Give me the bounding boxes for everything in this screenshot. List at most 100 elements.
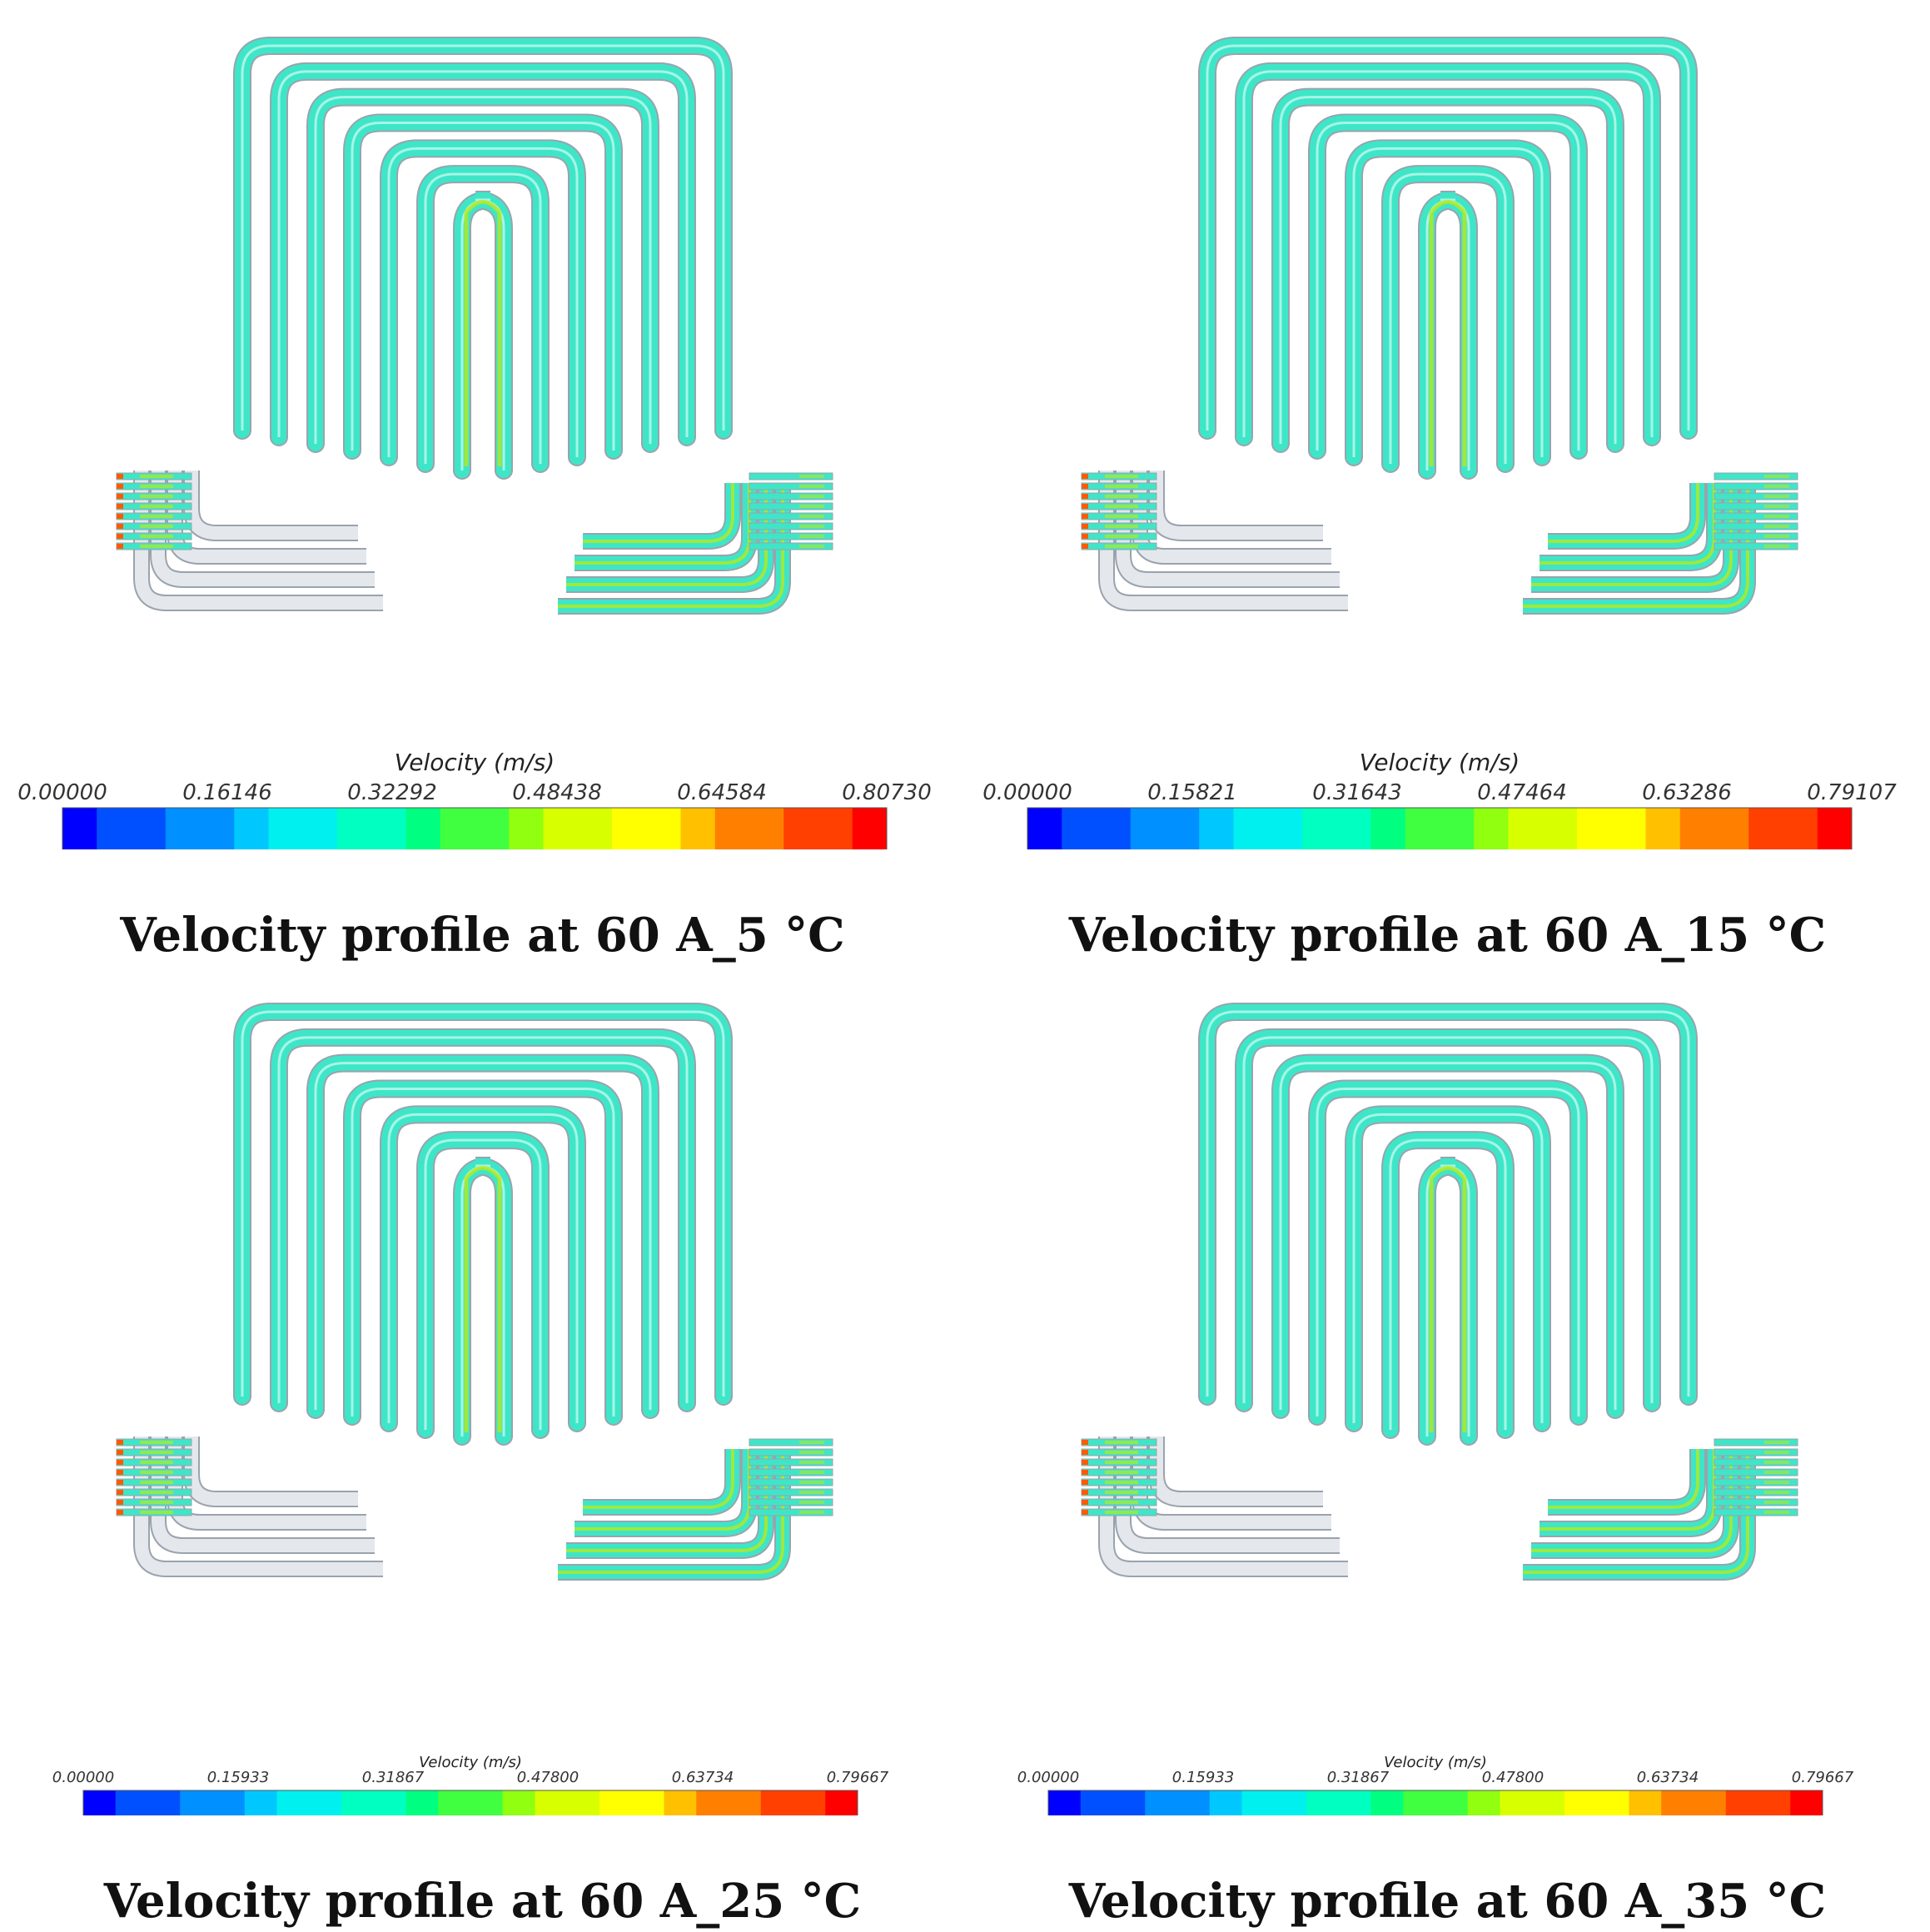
inlet-jet (117, 534, 123, 539)
colorbar-segment (1758, 1790, 1791, 1815)
inlet-jet (117, 494, 123, 499)
return-channel-outline (583, 483, 741, 550)
colorbar-segment (276, 1790, 310, 1815)
return-channel-highlight (558, 1449, 784, 1574)
return-channel-flow (575, 483, 756, 570)
outlet-flow-highlight (799, 535, 824, 538)
inlet-flow-highlight (140, 1511, 173, 1514)
return-channel-highlight (1523, 1449, 1749, 1574)
inlet-jet (117, 504, 123, 509)
outlet-pipe (1714, 542, 1798, 550)
inlet-flow-highlight (1105, 475, 1138, 478)
inlet-jet (117, 1450, 123, 1455)
colorbar-segment (200, 808, 235, 849)
outlet-pipe (1714, 1438, 1798, 1447)
inlet-flow-highlight (1105, 505, 1138, 508)
inlet-flow-highlight (1105, 1511, 1138, 1514)
velocity-colorbar: Velocity (m/s) 0.00000 0.15933 0.31867 0.478… (52, 1754, 889, 1815)
center-turn-highlight (464, 200, 502, 466)
outlet-pipe (749, 1438, 833, 1447)
outlet-pipe (749, 1468, 833, 1476)
colorbar-segment (1596, 1790, 1629, 1815)
inlet-jet (1082, 1440, 1088, 1445)
colorbar-segment (62, 808, 97, 849)
colorbar-segment (1370, 808, 1406, 849)
inlet-jet (117, 1460, 123, 1465)
channel-wall (314, 1062, 652, 1410)
inlet-jet (1082, 494, 1088, 499)
inlet-jet (1082, 1450, 1088, 1455)
outlet-pipe (749, 1458, 833, 1466)
outlet-flow-highlight (799, 1451, 824, 1454)
colorbar-segment (1474, 808, 1509, 849)
inlet-jet (117, 524, 123, 529)
outlet-flow-highlight (1764, 1451, 1789, 1454)
return-channel (1133, 1437, 1331, 1529)
colorbar-segment (1338, 1790, 1371, 1815)
return-channel-highlight (1540, 483, 1716, 565)
flow-field (1081, 1003, 1798, 1581)
colorbar-segment (680, 808, 716, 849)
colorbar-segment (1199, 808, 1234, 849)
channel-wall (1242, 1036, 1654, 1403)
colorbar-segment (1062, 808, 1097, 849)
channel-outline (416, 1131, 550, 1439)
return-channel (152, 1437, 375, 1552)
colorbar-segment (543, 808, 579, 849)
colorbar-segment (1267, 808, 1303, 849)
colorbar-segment (1790, 1790, 1823, 1815)
tick-label: 0.79107 (1807, 780, 1897, 805)
inlet-flow-highlight (140, 1501, 173, 1504)
outlet-pipe (749, 542, 833, 550)
return-channel-outline (1132, 471, 1331, 565)
tick-label: 0.80730 (842, 780, 932, 805)
colorbar-segment (1405, 808, 1440, 849)
outlet-pipe (749, 1478, 833, 1486)
colorbar-segment (1564, 1790, 1598, 1815)
return-channel-outline (1148, 471, 1323, 541)
tick-label: 0.00000 (52, 1769, 114, 1786)
outlet-pipe (749, 1448, 833, 1456)
return-channel (152, 471, 375, 586)
legend-title: Velocity (m/s) (419, 1754, 522, 1771)
outlet-pipe (749, 472, 833, 481)
colorbar-frame (1047, 1790, 1823, 1815)
outlet-flow-highlight (799, 495, 824, 498)
tick-label: 0.63734 (672, 1769, 734, 1786)
colorbar-segment (1500, 1790, 1533, 1815)
return-channel-highlight (1548, 1449, 1699, 1509)
return-channel (135, 471, 383, 610)
return-channel-outline (1132, 1437, 1331, 1531)
outlet-pipe (749, 502, 833, 510)
outlet-pipe (749, 1498, 833, 1506)
inlet-flow-highlight (1105, 495, 1138, 498)
outlet-flow-highlight (799, 545, 824, 548)
outlet-flow-highlight (1764, 535, 1789, 538)
channel-wall (351, 122, 615, 451)
tick-label: 0.79667 (1792, 1769, 1854, 1786)
channel-wall (387, 1113, 579, 1423)
return-channel-highlight (1540, 1449, 1716, 1531)
channel-flow (1383, 167, 1513, 471)
return-channel (1117, 471, 1340, 586)
inlet-jet (117, 1510, 123, 1515)
outlet-pipe (1714, 472, 1798, 481)
panel-25c: Velocity (m/s) 0.00000 0.15933 0.31867 0.478… (0, 966, 965, 1932)
colorbar-segment (509, 808, 544, 849)
colorbar-segment (1370, 1790, 1404, 1815)
channel-wall (1316, 1088, 1580, 1417)
colorbar-segment (825, 1790, 858, 1815)
flow-field (116, 37, 833, 615)
outlet-pipe (749, 512, 833, 520)
inlet-jet (1082, 484, 1088, 489)
return-channel (1117, 1437, 1340, 1552)
inlet-jet (117, 1470, 123, 1475)
inlet-jet (117, 474, 123, 479)
outlet-pipe (1714, 502, 1798, 510)
colorbar-segment (852, 808, 888, 849)
channel-wall (277, 70, 689, 437)
outlet-flow-highlight (1764, 515, 1789, 518)
colorbar-segment (97, 808, 132, 849)
outlet-pipe (1714, 512, 1798, 520)
inlet-jet (1082, 514, 1088, 519)
